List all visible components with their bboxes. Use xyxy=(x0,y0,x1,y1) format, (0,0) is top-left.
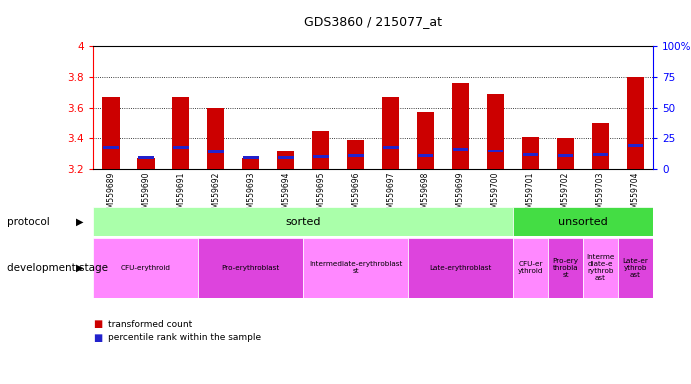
Text: Intermediate-erythroblast
st: Intermediate-erythroblast st xyxy=(309,262,402,274)
Text: ■: ■ xyxy=(93,333,102,343)
Bar xyxy=(93,207,513,236)
Bar xyxy=(593,153,608,156)
Bar xyxy=(277,151,294,169)
Bar xyxy=(242,158,259,169)
Text: GSM559694: GSM559694 xyxy=(281,172,290,218)
Text: GSM559702: GSM559702 xyxy=(561,172,570,218)
Bar xyxy=(627,77,644,169)
Text: GDS3860 / 215077_at: GDS3860 / 215077_at xyxy=(304,15,442,28)
Text: GSM559693: GSM559693 xyxy=(246,172,255,218)
Bar xyxy=(382,97,399,169)
Text: ▶: ▶ xyxy=(76,217,83,227)
Bar xyxy=(102,97,120,169)
Text: GSM559697: GSM559697 xyxy=(386,172,395,218)
Text: Late-erythroblast: Late-erythroblast xyxy=(429,265,492,271)
Text: GSM559695: GSM559695 xyxy=(316,172,325,218)
Bar xyxy=(103,146,119,149)
Bar xyxy=(557,138,574,169)
Text: GSM559692: GSM559692 xyxy=(211,172,220,218)
Text: GSM559700: GSM559700 xyxy=(491,172,500,218)
Bar xyxy=(627,144,643,147)
Bar xyxy=(347,140,364,169)
Text: development stage: development stage xyxy=(7,263,108,273)
Bar xyxy=(452,83,469,169)
Bar xyxy=(208,150,224,153)
Text: GSM559689: GSM559689 xyxy=(106,172,115,218)
Bar xyxy=(172,97,189,169)
Text: GSM559703: GSM559703 xyxy=(596,172,605,218)
Bar xyxy=(418,154,433,157)
Text: Interme
diate-e
rythrob
ast: Interme diate-e rythrob ast xyxy=(587,254,615,281)
Bar xyxy=(303,238,408,298)
Text: CFU-erythroid: CFU-erythroid xyxy=(121,265,171,271)
Bar xyxy=(278,156,294,159)
Text: GSM559698: GSM559698 xyxy=(421,172,430,218)
Bar xyxy=(243,156,258,159)
Bar xyxy=(453,148,468,151)
Bar xyxy=(198,238,303,298)
Text: GSM559690: GSM559690 xyxy=(141,172,150,218)
Bar xyxy=(138,156,153,159)
Text: percentile rank within the sample: percentile rank within the sample xyxy=(108,333,262,343)
Bar xyxy=(312,131,330,169)
Bar xyxy=(583,238,618,298)
Bar xyxy=(348,154,363,157)
Text: ■: ■ xyxy=(93,319,102,329)
Text: GSM559701: GSM559701 xyxy=(526,172,535,218)
Bar xyxy=(408,238,513,298)
Text: protocol: protocol xyxy=(7,217,50,227)
Bar xyxy=(591,123,609,169)
Bar xyxy=(513,207,653,236)
Bar xyxy=(207,108,225,169)
Text: ▶: ▶ xyxy=(76,263,83,273)
Text: Late-er
ythrob
ast: Late-er ythrob ast xyxy=(623,258,648,278)
Bar xyxy=(558,154,574,157)
Bar xyxy=(522,137,539,169)
Text: sorted: sorted xyxy=(285,217,321,227)
Bar xyxy=(488,150,504,152)
Text: GSM559699: GSM559699 xyxy=(456,172,465,218)
Bar xyxy=(313,156,328,158)
Bar xyxy=(618,238,653,298)
Text: Pro-ery
throbla
st: Pro-ery throbla st xyxy=(553,258,578,278)
Bar xyxy=(522,153,538,156)
Bar xyxy=(93,238,198,298)
Text: CFU-er
ythroid: CFU-er ythroid xyxy=(518,262,543,274)
Text: GSM559704: GSM559704 xyxy=(631,172,640,218)
Text: GSM559696: GSM559696 xyxy=(351,172,360,218)
Text: GSM559691: GSM559691 xyxy=(176,172,185,218)
Bar xyxy=(173,146,189,149)
Bar xyxy=(137,158,155,169)
Text: unsorted: unsorted xyxy=(558,217,608,227)
Bar xyxy=(513,238,548,298)
Bar xyxy=(548,238,583,298)
Text: Pro-erythroblast: Pro-erythroblast xyxy=(222,265,280,271)
Text: transformed count: transformed count xyxy=(108,320,193,329)
Bar xyxy=(417,112,435,169)
Bar xyxy=(383,146,399,149)
Bar xyxy=(487,94,504,169)
